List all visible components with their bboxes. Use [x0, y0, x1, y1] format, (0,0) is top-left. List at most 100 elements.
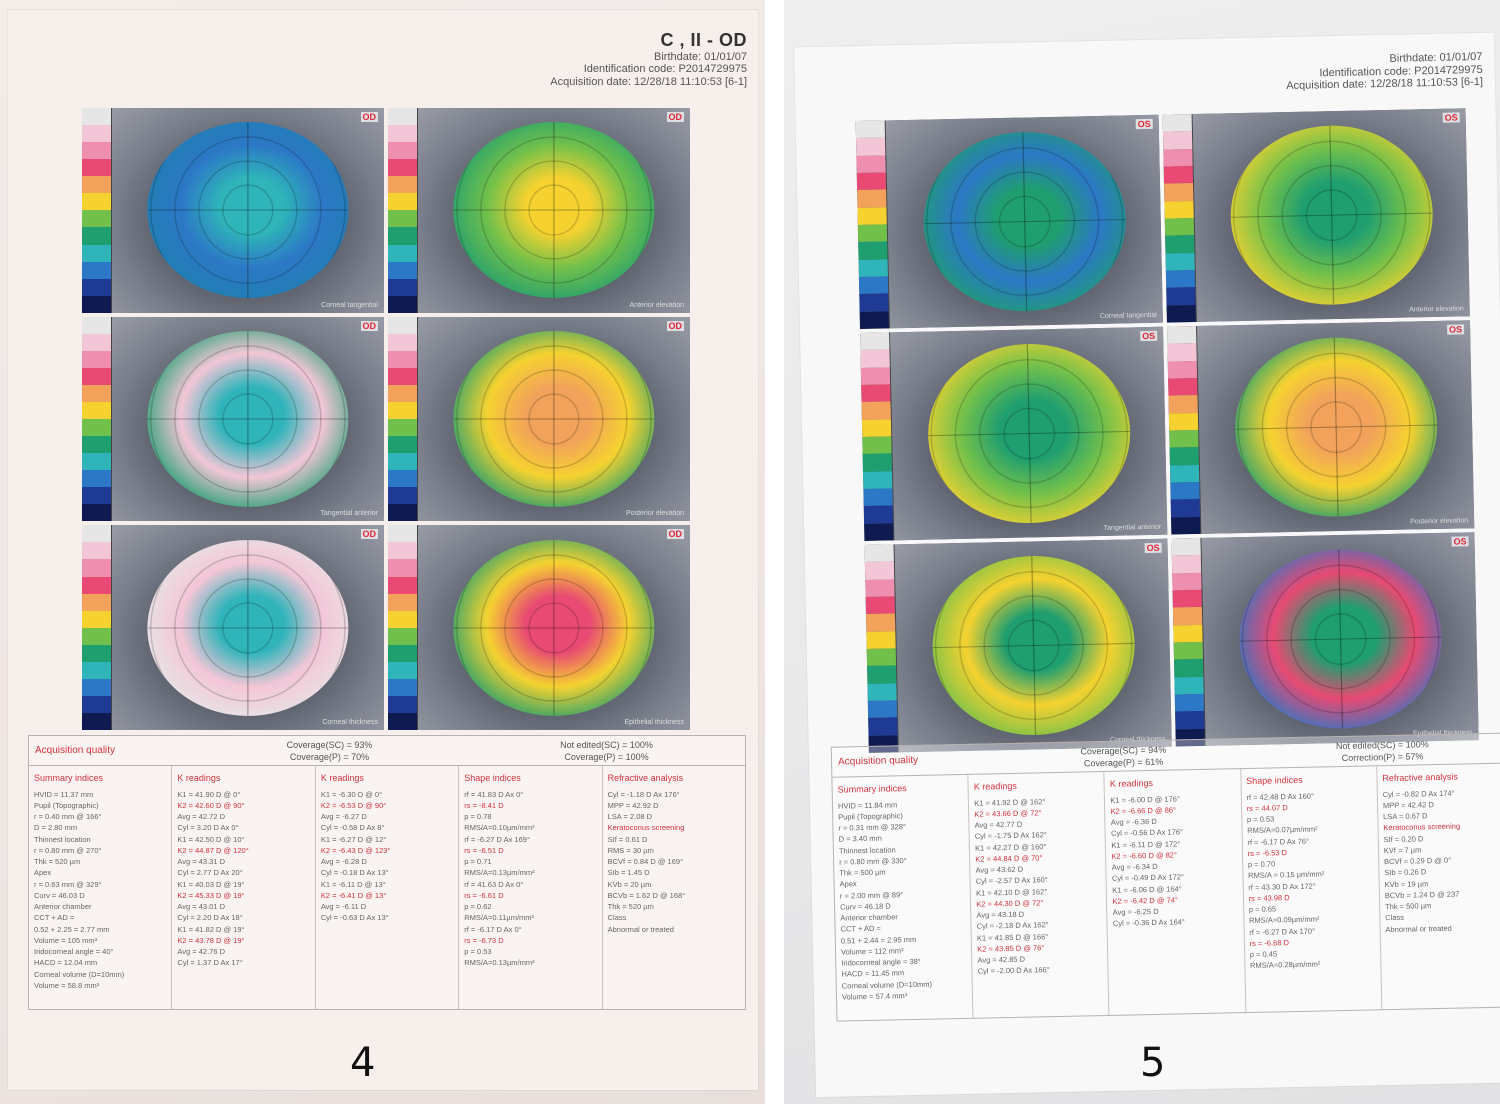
eye-image: OD Posterior elevation: [418, 316, 690, 522]
map-caption: Epithelial thickness: [624, 719, 684, 726]
index-value: Cyl = -1.18 D Ax 176°: [607, 789, 680, 799]
scale-stop: [82, 261, 111, 279]
map-caption: Tangential anterior: [320, 510, 378, 518]
scale-stop: [388, 142, 417, 160]
eye-image: OS Corneal tangential: [885, 114, 1163, 329]
scale-stop: [1173, 624, 1203, 643]
scale-stop: [1173, 659, 1204, 678]
scale-stop: [867, 700, 898, 719]
index-value: r = 0.63 mm @ 329°: [34, 879, 102, 889]
scale-stop: [1169, 464, 1200, 483]
index-value: Cyl = -0.63 D Ax 13°: [320, 913, 389, 923]
index-value: K2 = -6.41 D @ 13°: [320, 890, 387, 900]
index-value: Abnormal or treated: [607, 924, 674, 934]
column-title: Shape indices: [464, 773, 521, 783]
scale-stop: [388, 713, 417, 730]
acquisition-quality-row: Acquisition quality Coverage(SC) = 93% Co…: [29, 736, 745, 766]
scale-stop: [82, 350, 111, 368]
index-value: Volume = 58.8 mm³: [34, 980, 100, 990]
scale-stop: [1175, 711, 1205, 730]
eye-image: OD Anterior elevation: [418, 108, 690, 313]
scale-stop: [388, 210, 417, 228]
scale-stop: [82, 159, 111, 177]
scale-stop: [857, 189, 887, 208]
color-scale: [864, 544, 899, 753]
index-value: Thinnest location: [34, 834, 91, 844]
patient-name: C , II - OD: [660, 30, 747, 50]
patient-header: C , II - OD Birthdate: 01/01/07 Identifi…: [550, 30, 747, 89]
index-value: rf = 41.83 D Ax 0°: [464, 789, 524, 799]
index-value: Cyl = 3.20 D Ax 0°: [177, 823, 239, 833]
index-value: KVb = 20 µm: [607, 879, 652, 889]
topography-panel-3: OS Tangential anterior: [860, 326, 1168, 541]
scale-stop: [1166, 304, 1196, 323]
index-value: SIb = 1.45 D: [607, 868, 650, 878]
scale-stop: [82, 278, 111, 296]
map-caption: Corneal tangential: [321, 301, 378, 309]
corneal-map: [925, 341, 1132, 526]
eye-image: OS Anterior elevation: [1192, 108, 1470, 322]
eye-label: OS: [1135, 118, 1153, 130]
scale-stop: [388, 125, 417, 143]
index-value: K1 = -6.11 D @ 13°: [320, 879, 386, 889]
scale-stop: [82, 542, 111, 560]
index-value: LSA = 2.08 D: [607, 812, 653, 821]
scale-stop: [1163, 165, 1194, 184]
scale-stop: [861, 401, 891, 420]
scale-stop: [82, 401, 111, 420]
index-value: Avg = -6.11 D: [320, 902, 367, 911]
corneal-map: [147, 330, 349, 507]
scale-stop: [388, 644, 417, 662]
scale-stop: [388, 487, 417, 505]
document-photo-4: C , II - OD Birthdate: 01/01/07 Identifi…: [0, 0, 765, 1104]
map-caption: Anterior elevation: [629, 301, 684, 309]
scale-stop: [388, 453, 417, 471]
index-value: Class: [607, 913, 627, 923]
column-title: Summary indices: [837, 783, 907, 795]
eye-label: OD: [360, 529, 378, 540]
scale-stop: [82, 419, 111, 437]
index-value: SIf = 0.61 D: [607, 834, 648, 844]
scale-stop: [388, 333, 417, 351]
figure-number: 5: [1140, 1040, 1166, 1086]
indices-column: Shape indices rf = 42.48 D Ax 160° rs = 44…: [1240, 766, 1383, 1013]
scale-stop: [1167, 325, 1197, 344]
column-title: Summary indices: [34, 773, 104, 783]
scale-stop: [388, 470, 417, 488]
index-value: p = 0.71: [464, 857, 492, 866]
topography-panel-3: OD Tangential anterior: [82, 316, 384, 522]
coverage-p: Coverage(P) = 70%: [289, 751, 370, 762]
scale-stop: [388, 661, 417, 679]
index-value: Cyl = 2.20 D Ax 18°: [177, 913, 243, 923]
scale-stop: [866, 648, 897, 667]
indices-report: Acquisition quality Coverage(SC) = 93% Co…: [28, 735, 746, 1010]
scale-stop: [388, 576, 417, 594]
scale-stop: [82, 227, 111, 245]
map-caption: Tangential anterior: [1103, 523, 1162, 532]
index-value: K1 = 42.50 D @ 10°: [177, 834, 245, 844]
eye-image: OD Corneal thickness: [112, 525, 384, 730]
scale-stop: [82, 627, 111, 645]
column-title: K readings: [177, 773, 221, 783]
scale-stop: [1165, 235, 1195, 254]
scale-stop: [858, 259, 888, 277]
indices-columns: Summary indices HVID = 11.37 mm Pupil (Top…: [29, 766, 745, 1009]
scale-stop: [82, 487, 111, 505]
index-value: Apex: [34, 868, 52, 878]
index-value: rs = -6.61 D: [464, 890, 504, 900]
eye-label: OS: [1451, 536, 1469, 547]
scale-stop: [1172, 607, 1203, 626]
scale-stop: [388, 695, 417, 714]
topography-panel-2: OD Anterior elevation: [388, 108, 690, 313]
index-value: Cyl = 2.77 D Ax 20°: [177, 868, 243, 878]
scale-stop: [388, 504, 417, 522]
map-caption: Corneal tangential: [1099, 311, 1157, 320]
identification-code: Identification code: P2014729975: [583, 63, 747, 76]
index-value: Avg = -6.28 D: [320, 857, 367, 866]
not-edited-sc: Not edited(SC) = 100%: [560, 739, 653, 750]
scale-stop: [862, 470, 893, 489]
patient-header: Birthdate: 01/01/07 Identification code:…: [1286, 51, 1483, 93]
scale-stop: [82, 193, 111, 211]
scale-stop: [1164, 200, 1194, 219]
index-value: RMS/A=0.11µm/mm²: [464, 913, 535, 923]
